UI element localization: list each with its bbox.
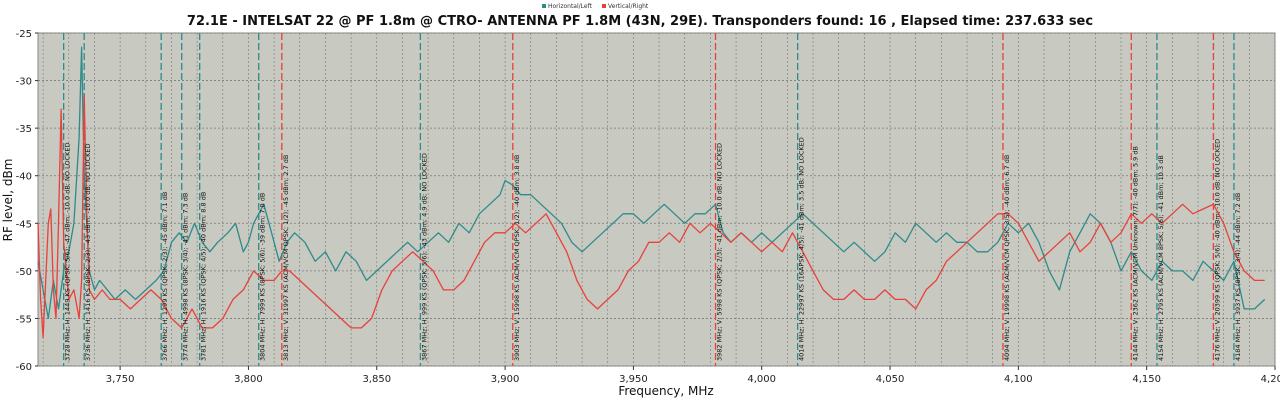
plot-area xyxy=(37,32,1276,367)
transponder-label: 3781 MHz; H; 1916 KS (QPSK; 4/5); -40 dB… xyxy=(200,192,208,361)
series-line xyxy=(37,46,1266,320)
transponder-label: 4176 MHz; V; 20399 KS (QPSK; 5/6); -40 d… xyxy=(1213,139,1221,361)
chart-title: 72.1E - INTELSAT 22 @ PF 1.8m @ CTRO- AN… xyxy=(187,14,1093,29)
y-tick-label: -60 xyxy=(16,362,32,373)
transponder-label: 3867 MHz; H; 999 KS (QPSK; 5/6); -43 dBm… xyxy=(420,153,428,361)
transponder-label: 3813 MHz; V; 31997 KS (ACM/VCM QPSK; 1/2… xyxy=(282,155,290,361)
legend: Horizontal/Left Vertical/Right xyxy=(542,3,649,10)
transponder-label: 4184 MHz; H; 3937 KS (8PSK; 3/4); -44 dB… xyxy=(1234,193,1242,361)
grid-lines xyxy=(38,32,1276,367)
transponder-labels: 3728 MHz; H; 1449 KS (QPSK; 5/6); -47 dB… xyxy=(64,137,1242,361)
x-axis-label: Frequency, MHz xyxy=(618,384,713,398)
y-tick-label: -50 xyxy=(16,267,32,278)
transponder-markers xyxy=(63,33,1235,366)
y-tick-label: -30 xyxy=(16,77,32,88)
transponder-label: 3982 MHz; V; 5998 KS (QPSK; 2/3); -41 dB… xyxy=(716,143,724,361)
y-axis-label: RF level, dBm xyxy=(1,159,15,242)
transponder-label: 3736 MHz; H; 1416 KS (8PSK; 2/3); -43 dB… xyxy=(84,143,92,361)
legend-label-vertical: Vertical/Right xyxy=(608,3,649,10)
series-line xyxy=(37,94,1265,339)
transponder-label: 3728 MHz; H; 1449 KS (QPSK; 5/6); -47 dB… xyxy=(64,143,72,362)
x-tick-label: 4,000 xyxy=(747,374,776,385)
x-tick-label: 4,100 xyxy=(1004,374,1033,385)
y-axis-ticks: -25 -30 -35 -40 -45 -50 -55 -60 xyxy=(16,29,38,373)
legend-swatch-horizontal xyxy=(542,4,546,8)
transponder-label: 3774 MHz; H; 4998 KS (8PSK; 3/4); -41 dB… xyxy=(182,193,190,361)
transponder-label: 3804 MHz; H; 7999 KS (8PSK; 5/6); -39 dB… xyxy=(259,193,267,361)
y-tick-label: -25 xyxy=(16,29,32,40)
x-tick-label: 3,950 xyxy=(619,374,648,385)
x-tick-label: 4,200 xyxy=(1261,374,1280,385)
y-tick-label: -35 xyxy=(16,124,32,135)
transponder-label: 4014 MHz; H; 22997 KS (16APSK; 4/5); -41… xyxy=(798,137,806,361)
y-tick-label: -55 xyxy=(16,314,32,325)
transponder-label: 4094 MHz; V; 19998 KS (ACM/VCM QPSK; 3/5… xyxy=(1003,155,1011,361)
y-tick-label: -45 xyxy=(16,219,32,230)
legend-swatch-vertical xyxy=(602,4,606,8)
legend-label-horizontal: Horizontal/Left xyxy=(548,3,593,10)
transponder-label: 3766 MHz; H; 1299 KS (QPSK; 2/3); -45 dB… xyxy=(161,192,169,361)
x-tick-label: 3,900 xyxy=(491,374,520,385)
transponder-label: 3903 MHz; V; 15998 KS (ACM/VCM QPSK; 1/2… xyxy=(513,155,521,361)
transponder-label: 4154 MHz; H; 2795 KS (ACM/VCM 8PSK; 5/6)… xyxy=(1157,155,1165,361)
y-tick-label: -40 xyxy=(16,172,32,183)
x-tick-label: 4,150 xyxy=(1132,374,1161,385)
x-axis-ticks: 3,750 3,800 3,850 3,900 3,950 4,000 4,050 4,100… xyxy=(106,366,1280,385)
x-tick-label: 3,800 xyxy=(234,374,263,385)
x-tick-label: 4,050 xyxy=(876,374,905,385)
transponder-label: 4144 MHz; V; 2362 KS (ACM/VCM Unknown; 7… xyxy=(1131,146,1139,361)
series-layer xyxy=(37,46,1266,339)
x-tick-label: 3,850 xyxy=(362,374,391,385)
x-tick-label: 3,750 xyxy=(106,374,135,385)
